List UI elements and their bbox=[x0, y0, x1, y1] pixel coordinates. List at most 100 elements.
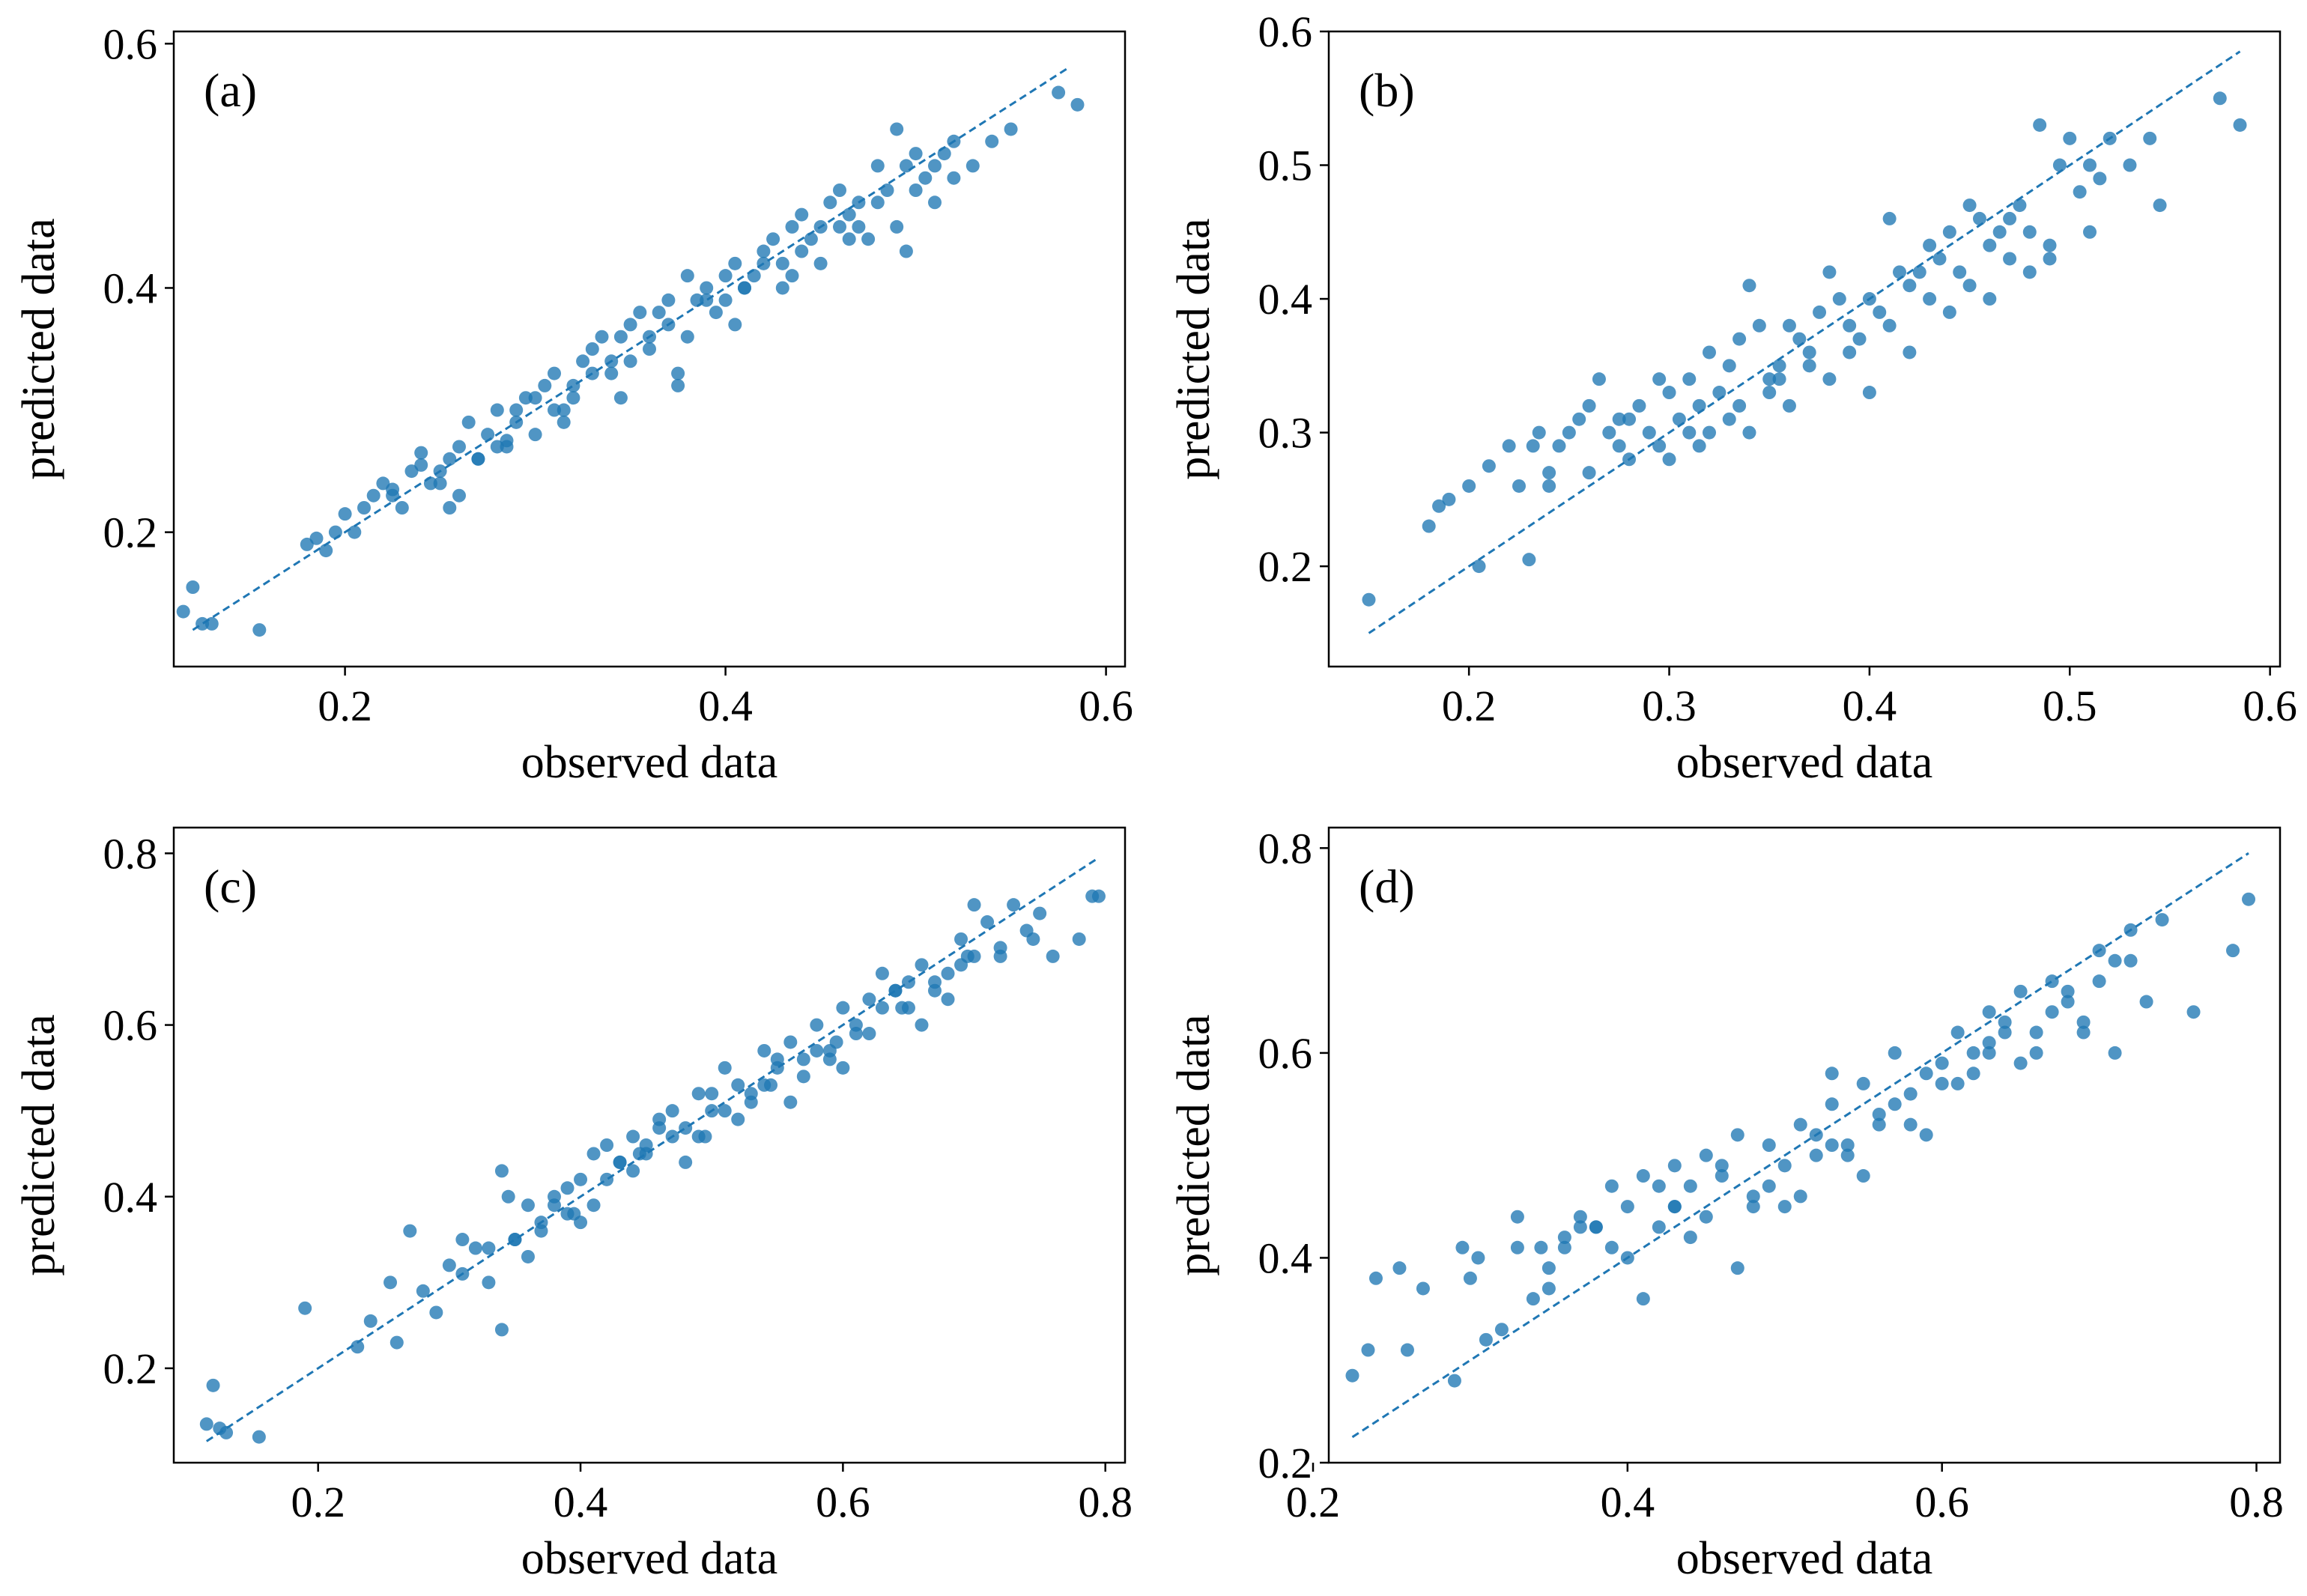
data-point bbox=[954, 958, 968, 972]
panel-label: (c) bbox=[204, 860, 257, 913]
data-point bbox=[833, 183, 846, 197]
data-point bbox=[1730, 1128, 1744, 1142]
data-point bbox=[623, 318, 637, 332]
reference-line bbox=[1368, 50, 2241, 634]
data-point bbox=[1612, 412, 1626, 426]
data-point bbox=[731, 1078, 745, 1092]
data-point bbox=[2073, 185, 2087, 199]
data-point bbox=[764, 1078, 778, 1092]
data-point bbox=[1742, 279, 1756, 293]
data-point bbox=[490, 440, 504, 454]
data-point bbox=[1982, 1046, 1996, 1060]
plot-frame bbox=[172, 826, 1127, 1464]
data-point bbox=[566, 378, 580, 392]
data-point bbox=[509, 415, 524, 429]
data-point bbox=[1722, 412, 1736, 426]
data-point bbox=[833, 219, 846, 234]
y-axis-label: predicted data bbox=[1168, 218, 1219, 479]
data-point bbox=[1919, 1066, 1933, 1081]
data-point bbox=[1636, 1292, 1650, 1306]
data-point bbox=[1882, 211, 1897, 225]
data-point bbox=[852, 195, 866, 210]
data-point bbox=[1809, 1128, 1823, 1142]
data-point bbox=[1802, 359, 1816, 373]
data-point bbox=[2061, 984, 2075, 998]
data-point bbox=[680, 269, 694, 283]
data-point bbox=[455, 1266, 470, 1281]
data-point bbox=[2213, 91, 2227, 106]
data-point bbox=[744, 1087, 758, 1101]
data-point bbox=[985, 134, 999, 148]
data-point bbox=[823, 195, 837, 210]
data-point bbox=[796, 1069, 810, 1084]
data-point bbox=[2123, 953, 2138, 968]
data-point bbox=[1682, 372, 1697, 386]
data-point bbox=[1392, 1261, 1407, 1275]
data-point bbox=[2003, 211, 2017, 225]
data-point bbox=[1953, 265, 1967, 279]
data-point bbox=[2233, 118, 2247, 132]
x-tick-label: 0.8 bbox=[2229, 1478, 2284, 1526]
data-point bbox=[861, 232, 876, 246]
data-point bbox=[1052, 85, 1066, 100]
data-point bbox=[1479, 1332, 1493, 1347]
data-point bbox=[770, 1061, 784, 1075]
data-point bbox=[1752, 318, 1766, 333]
data-point bbox=[1667, 1200, 1682, 1214]
x-tick-label: 0.6 bbox=[2243, 682, 2297, 730]
data-point bbox=[548, 366, 561, 380]
data-point bbox=[557, 403, 571, 417]
data-point bbox=[766, 232, 780, 246]
data-point bbox=[319, 544, 333, 558]
y-tick-label: 0.6 bbox=[103, 19, 158, 68]
data-point bbox=[557, 415, 571, 429]
data-point bbox=[967, 898, 981, 912]
data-point bbox=[1620, 1251, 1634, 1265]
data-point bbox=[928, 983, 942, 998]
data-point bbox=[501, 1189, 515, 1204]
data-point bbox=[1494, 1323, 1509, 1337]
plot-frame bbox=[172, 30, 1127, 668]
data-point bbox=[195, 616, 210, 631]
data-point bbox=[1872, 1117, 1886, 1132]
data-point bbox=[718, 293, 733, 307]
data-point bbox=[928, 195, 942, 210]
x-axis-label: observed data bbox=[521, 737, 778, 788]
data-point bbox=[1912, 265, 1926, 279]
data-point bbox=[783, 1035, 798, 1049]
data-point bbox=[1636, 1169, 1650, 1183]
data-point bbox=[1950, 1076, 1965, 1090]
data-point bbox=[363, 1314, 378, 1328]
data-point bbox=[1762, 372, 1777, 386]
x-tick-label: 0.6 bbox=[1079, 682, 1133, 730]
x-tick-label: 0.2 bbox=[318, 682, 372, 730]
data-point bbox=[2076, 1015, 2091, 1029]
data-point bbox=[1699, 1210, 1713, 1224]
data-point bbox=[665, 1104, 679, 1118]
data-point bbox=[528, 428, 542, 442]
data-point bbox=[586, 1147, 601, 1161]
data-point bbox=[757, 244, 771, 258]
data-point bbox=[1782, 318, 1796, 333]
data-point bbox=[1526, 439, 1540, 453]
x-tick-label: 0.5 bbox=[2043, 682, 2097, 730]
data-point bbox=[1612, 439, 1626, 453]
data-point bbox=[585, 366, 599, 380]
data-point bbox=[1542, 466, 1556, 480]
y-axis-label: predicted data bbox=[1168, 1014, 1219, 1275]
data-point bbox=[796, 1052, 810, 1066]
data-point bbox=[1512, 479, 1526, 493]
data-point bbox=[2022, 265, 2037, 279]
data-point bbox=[521, 1198, 535, 1213]
data-point bbox=[1903, 345, 1917, 359]
data-point bbox=[468, 1241, 482, 1255]
data-point bbox=[1882, 318, 1897, 333]
data-point bbox=[1542, 479, 1556, 493]
data-point bbox=[1604, 1240, 1619, 1254]
data-point bbox=[842, 232, 856, 246]
data-point bbox=[2045, 1005, 2059, 1019]
data-point bbox=[433, 464, 447, 479]
data-point bbox=[1715, 1169, 1729, 1183]
data-point bbox=[1703, 425, 1716, 440]
